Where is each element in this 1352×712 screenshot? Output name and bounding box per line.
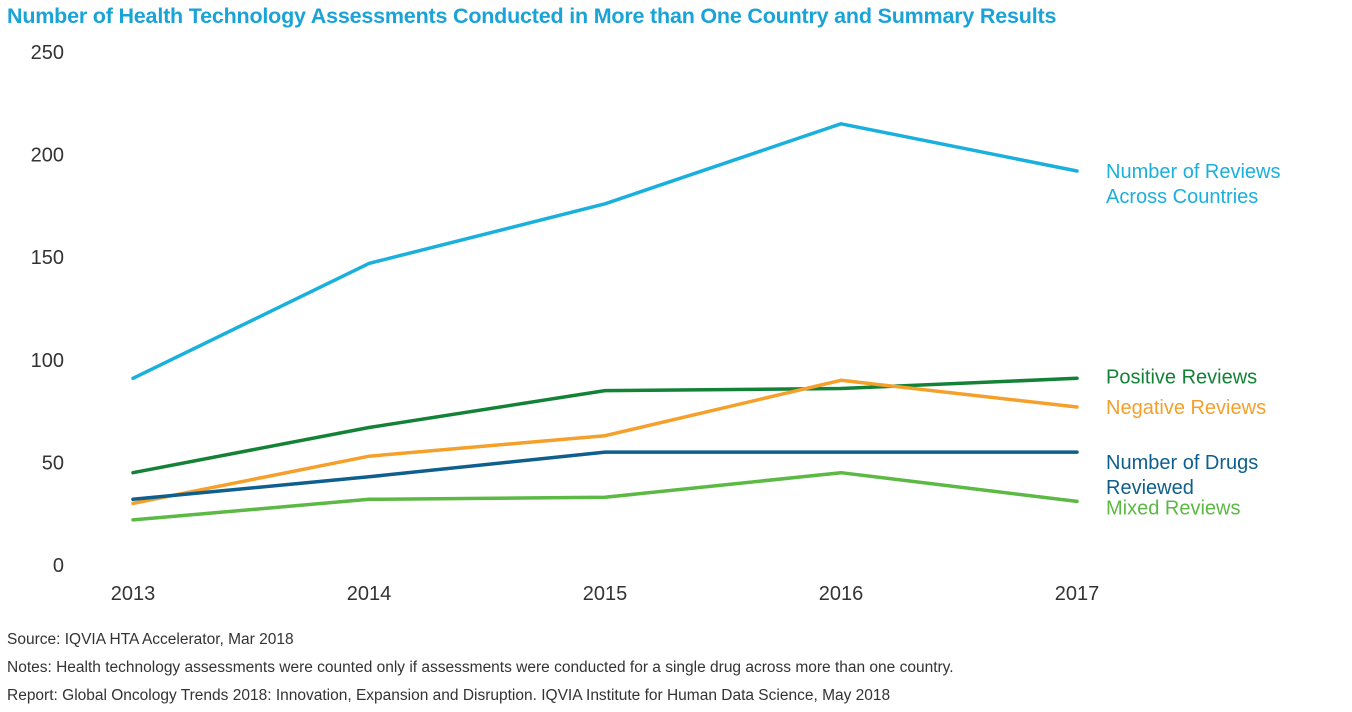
notes-text: Notes: Health technology assessments wer… — [7, 659, 954, 676]
line-chart: 0 50 100 150 200 250 2013 2014 2015 2016 2017 Numbe… — [31, 42, 1281, 605]
y-tick-label: 100 — [31, 350, 64, 372]
chart-title: Number of Health Technology Assessments … — [7, 4, 1057, 28]
series-label: Number of Drugs — [1106, 452, 1258, 474]
x-tick-label: 2015 — [583, 583, 628, 605]
y-tick-label: 250 — [31, 42, 64, 64]
source-note: Source: IQVIA HTA Accelerator, Mar 2018 — [7, 631, 294, 648]
y-tick-label: 200 — [31, 145, 64, 167]
series-label: Positive Reviews — [1106, 366, 1257, 388]
series-label: Reviewed — [1106, 477, 1194, 499]
x-tick-label: 2014 — [347, 583, 392, 605]
series-line — [131, 378, 1079, 506]
x-tick-label: 2017 — [1055, 583, 1100, 605]
x-tick-label: 2013 — [111, 583, 156, 605]
series-label: Mixed Reviews — [1106, 497, 1240, 519]
report-citation: Report: Global Oncology Trends 2018: Inn… — [7, 687, 891, 704]
series-label: Across Countries — [1106, 186, 1258, 208]
series-line — [131, 470, 1079, 522]
series-line — [131, 376, 1079, 475]
series-label: Number of Reviews — [1106, 161, 1281, 183]
y-tick-label: 150 — [31, 247, 64, 269]
series-label: Negative Reviews — [1106, 397, 1266, 419]
y-tick-label: 50 — [42, 452, 64, 474]
x-tick-label: 2016 — [819, 583, 864, 605]
y-tick-label: 0 — [53, 555, 64, 577]
series-line — [131, 122, 1079, 381]
series-line — [131, 450, 1079, 502]
